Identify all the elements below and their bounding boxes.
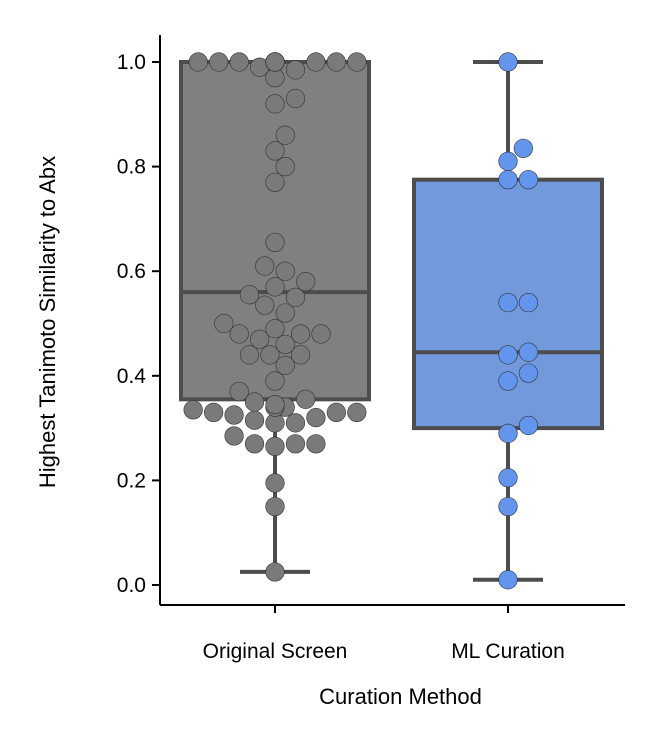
data-point (214, 313, 234, 334)
data-point (285, 434, 306, 454)
data-point (255, 256, 275, 276)
x-axis-label: Curation Method (319, 684, 482, 709)
data-point (498, 151, 518, 171)
y-tick-label: 0.2 (117, 469, 146, 492)
data-point (265, 172, 285, 192)
data-point (498, 170, 518, 190)
x-axis-ticks: Original Screen ML Curation (203, 605, 565, 663)
data-point (255, 295, 275, 315)
data-point (224, 405, 244, 425)
data-point (498, 52, 518, 72)
data-point (244, 410, 265, 430)
data-point (306, 434, 326, 454)
y-tick-label: 0.8 (117, 156, 146, 179)
data-point (250, 329, 270, 349)
data-point (183, 400, 203, 420)
data-point (290, 324, 311, 344)
y-tick-label: 0.4 (117, 365, 147, 388)
data-point (265, 232, 285, 253)
x-tick-label: ML Curation (451, 640, 565, 663)
data-point (311, 324, 331, 344)
data-point (498, 496, 518, 517)
data-point (229, 52, 249, 72)
data-point (513, 138, 533, 158)
data-point (326, 52, 346, 72)
data-point (518, 415, 539, 436)
data-point (265, 562, 285, 582)
data-point (306, 52, 326, 72)
plot-area (179, 52, 604, 590)
data-point (498, 468, 518, 488)
data-point (498, 423, 518, 443)
data-point (265, 371, 285, 391)
data-point (285, 287, 306, 307)
data-point (275, 157, 295, 177)
data-point (326, 402, 346, 423)
data-point (265, 496, 285, 517)
data-point (498, 345, 518, 365)
data-point (275, 303, 295, 323)
data-point (188, 52, 208, 72)
data-point (239, 345, 260, 365)
data-point (285, 413, 306, 433)
data-point (229, 324, 249, 344)
data-point (265, 394, 285, 415)
data-point (265, 473, 285, 493)
data-point (296, 389, 316, 409)
data-point (347, 402, 367, 423)
data-point (265, 319, 285, 339)
data-point (224, 426, 244, 446)
data-point (229, 381, 249, 402)
data-point (265, 277, 285, 297)
box-iqr (179, 60, 371, 402)
y-axis-ticks: 0.0 0.2 0.4 0.6 0.8 1.0 (117, 51, 160, 597)
data-point (498, 570, 518, 590)
data-point (518, 363, 539, 383)
data-point (265, 52, 285, 72)
data-point (275, 261, 295, 281)
data-point (498, 292, 518, 313)
data-point (244, 434, 265, 454)
data-point (518, 342, 539, 362)
box-group-1 (412, 52, 604, 590)
data-point (239, 285, 260, 305)
x-tick-label: Original Screen (203, 640, 348, 663)
data-point (498, 371, 518, 391)
data-point (275, 334, 295, 355)
y-tick-label: 1.0 (117, 51, 146, 74)
data-point (296, 272, 316, 292)
y-tick-label: 0.0 (117, 574, 146, 597)
data-point (265, 436, 285, 457)
data-point (260, 345, 280, 365)
data-point (347, 52, 367, 72)
data-point (275, 355, 295, 375)
data-point (518, 170, 539, 190)
data-point (306, 408, 326, 428)
data-point (209, 52, 229, 72)
data-point (285, 89, 306, 109)
y-tick-label: 0.6 (117, 260, 146, 283)
data-point (285, 60, 306, 80)
data-point (204, 402, 224, 423)
data-point (518, 292, 539, 313)
box-group-0 (179, 52, 371, 582)
data-point (244, 392, 265, 412)
data-point (275, 125, 295, 145)
y-axis-label: Highest Tanimoto Similarity to Abx (35, 156, 60, 488)
data-point (265, 94, 285, 114)
data-point (290, 345, 311, 365)
data-point (265, 141, 285, 161)
